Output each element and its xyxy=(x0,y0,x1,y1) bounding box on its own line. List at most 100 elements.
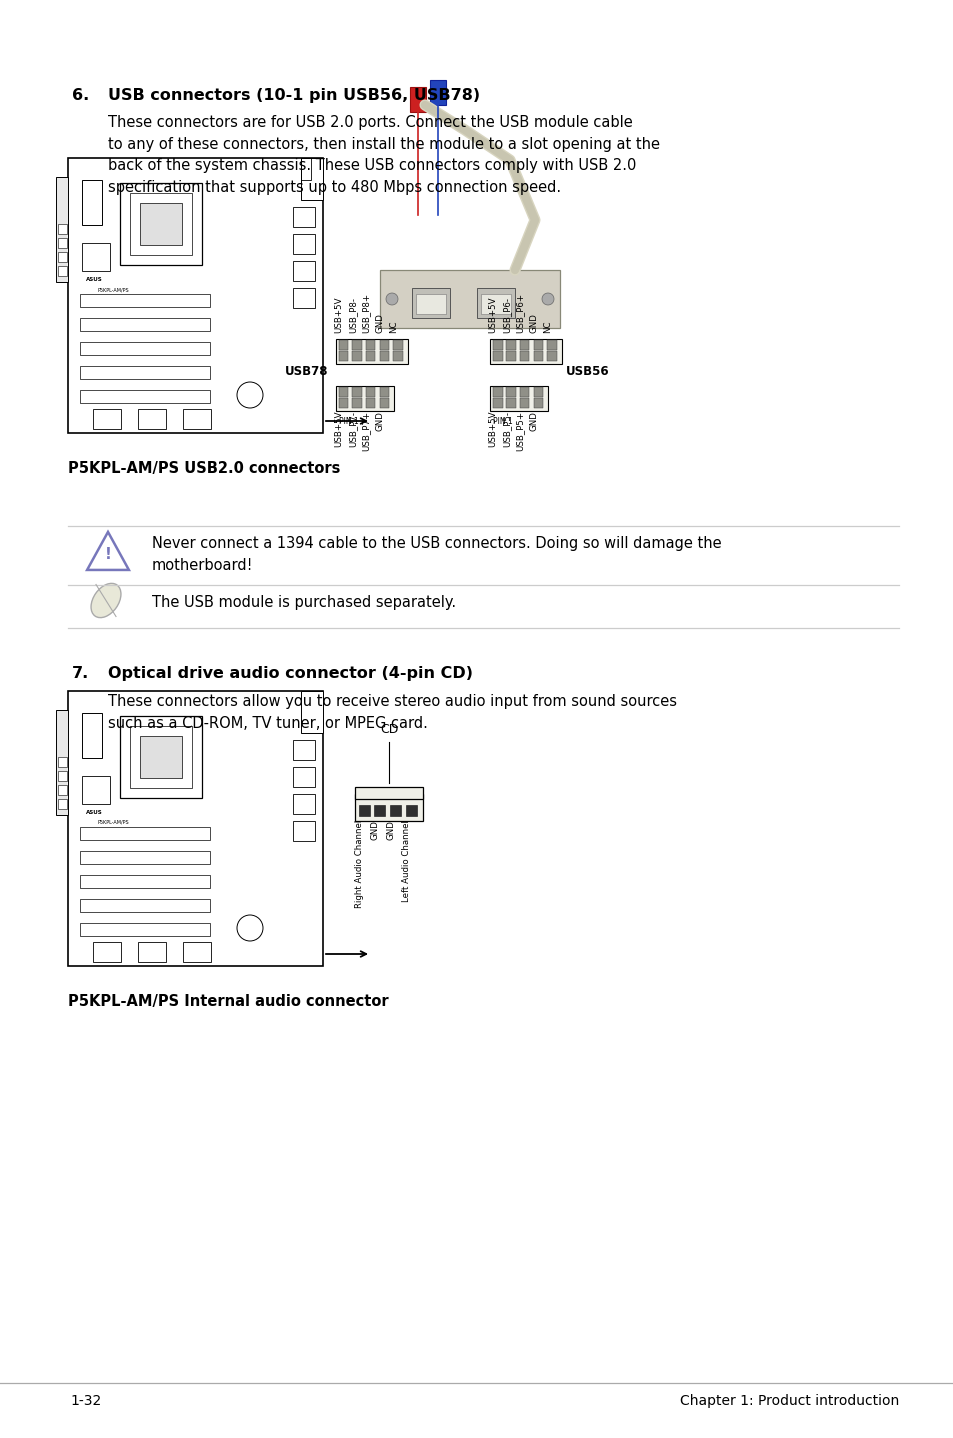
Bar xyxy=(390,805,400,815)
Bar xyxy=(80,899,210,912)
Bar xyxy=(183,408,211,429)
Bar xyxy=(493,387,502,397)
Bar xyxy=(338,387,348,397)
Bar xyxy=(58,771,67,781)
Bar xyxy=(301,158,311,180)
Bar xyxy=(519,341,529,349)
Bar xyxy=(366,398,375,408)
Bar xyxy=(533,398,542,408)
Bar xyxy=(379,387,389,397)
Circle shape xyxy=(541,293,554,305)
Text: !: ! xyxy=(105,546,112,562)
Bar xyxy=(58,800,67,810)
Text: P5KPL-AM/PS USB2.0 connectors: P5KPL-AM/PS USB2.0 connectors xyxy=(68,462,340,476)
Text: These connectors are for USB 2.0 ports. Connect the USB module cable
to any of t: These connectors are for USB 2.0 ports. … xyxy=(108,115,659,194)
Bar xyxy=(410,88,426,112)
Bar xyxy=(338,398,348,408)
Bar xyxy=(80,390,210,403)
Text: USB56: USB56 xyxy=(565,365,608,378)
Bar xyxy=(519,398,529,408)
Bar xyxy=(352,387,361,397)
Bar xyxy=(68,158,323,433)
Text: P5KPL-AM/PS: P5KPL-AM/PS xyxy=(98,820,130,825)
Text: 7.: 7. xyxy=(71,666,90,682)
Bar xyxy=(335,339,407,364)
Bar xyxy=(476,288,515,318)
Bar xyxy=(82,243,110,270)
Bar xyxy=(140,203,182,244)
Bar xyxy=(92,408,121,429)
Text: USB+5V: USB+5V xyxy=(488,411,497,447)
Text: USB+5V: USB+5V xyxy=(488,296,497,334)
Text: Left Audio Channel: Left Audio Channel xyxy=(401,820,411,902)
Bar xyxy=(138,408,166,429)
Text: GND: GND xyxy=(375,411,384,431)
Bar xyxy=(379,270,559,328)
Bar xyxy=(375,805,385,815)
Bar xyxy=(58,224,67,234)
Circle shape xyxy=(386,293,397,305)
Text: GND: GND xyxy=(386,820,395,840)
Bar xyxy=(366,351,375,361)
Bar xyxy=(120,716,202,798)
Bar xyxy=(379,398,389,408)
Bar xyxy=(58,239,67,249)
Bar xyxy=(293,262,314,280)
Bar xyxy=(80,367,210,380)
Bar xyxy=(80,342,210,355)
Bar xyxy=(293,766,314,787)
Bar xyxy=(379,351,389,361)
Bar xyxy=(338,341,348,349)
Bar xyxy=(393,341,402,349)
Text: USB_P5-: USB_P5- xyxy=(501,411,511,447)
Bar xyxy=(80,827,210,840)
Text: P5KPL-AM/PS Internal audio connector: P5KPL-AM/PS Internal audio connector xyxy=(68,994,388,1009)
Bar xyxy=(58,252,67,262)
Text: GND: GND xyxy=(375,313,384,334)
Bar xyxy=(519,387,529,397)
Bar xyxy=(301,692,323,733)
Bar xyxy=(68,692,323,966)
Text: USB_P6-: USB_P6- xyxy=(501,298,511,334)
Bar xyxy=(80,874,210,889)
Bar xyxy=(352,341,361,349)
Bar xyxy=(138,942,166,962)
Text: P5KPL-AM/PS: P5KPL-AM/PS xyxy=(98,288,130,292)
Bar xyxy=(355,787,422,800)
Bar xyxy=(379,341,389,349)
Text: USB_P6+: USB_P6+ xyxy=(516,293,524,334)
Bar xyxy=(80,293,210,306)
Bar xyxy=(366,387,375,397)
Text: ASUS: ASUS xyxy=(86,278,103,282)
Bar xyxy=(293,821,314,841)
Bar xyxy=(493,351,502,361)
Text: 1-32: 1-32 xyxy=(70,1393,101,1408)
Bar xyxy=(533,351,542,361)
Bar xyxy=(393,351,402,361)
Bar xyxy=(80,318,210,331)
Text: PIN 1: PIN 1 xyxy=(338,417,358,426)
Ellipse shape xyxy=(91,584,121,618)
Text: NC: NC xyxy=(542,321,551,334)
Text: The USB module is purchased separately.: The USB module is purchased separately. xyxy=(152,595,456,610)
Bar xyxy=(493,398,502,408)
Bar xyxy=(58,785,67,795)
Bar xyxy=(506,341,516,349)
Text: GND: GND xyxy=(371,820,379,840)
Text: USB connectors (10-1 pin USB56, USB78): USB connectors (10-1 pin USB56, USB78) xyxy=(108,88,479,104)
Text: NC: NC xyxy=(388,321,397,334)
Bar xyxy=(490,385,547,411)
Bar xyxy=(82,180,102,224)
Text: USB_P7+: USB_P7+ xyxy=(361,411,371,452)
Text: USB_P8-: USB_P8- xyxy=(348,298,356,334)
Bar xyxy=(293,741,314,761)
Text: Never connect a 1394 cable to the USB connectors. Doing so will damage the
mothe: Never connect a 1394 cable to the USB co… xyxy=(152,536,720,572)
Bar xyxy=(519,351,529,361)
Bar xyxy=(140,736,182,778)
Bar xyxy=(506,398,516,408)
Bar xyxy=(355,794,422,821)
Bar xyxy=(56,710,68,815)
Bar xyxy=(120,183,202,265)
Bar xyxy=(366,341,375,349)
Bar xyxy=(412,288,450,318)
